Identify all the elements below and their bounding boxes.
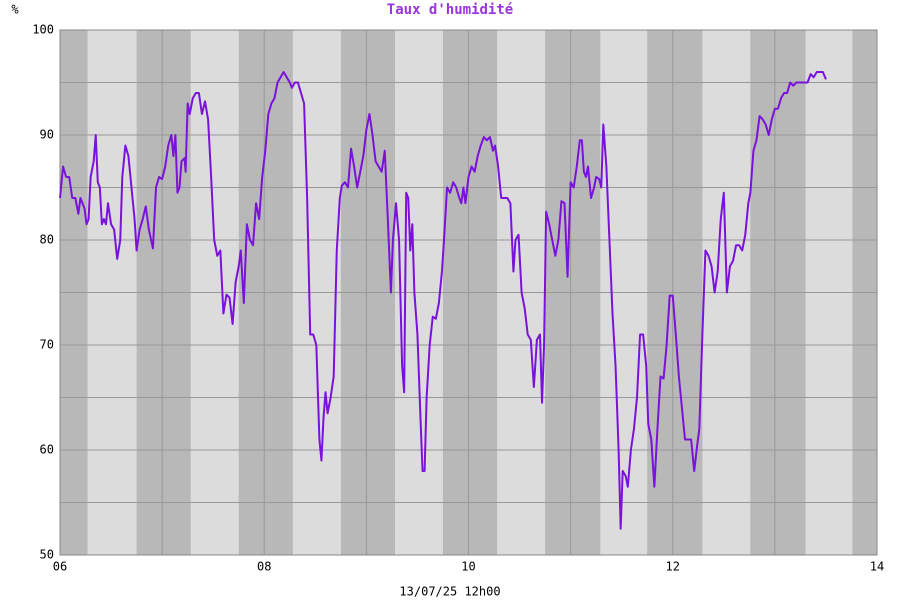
x-tick-label: 08	[257, 560, 271, 574]
y-tick-label: 70	[40, 338, 54, 352]
x-tick-label: 10	[461, 560, 475, 574]
y-tick-label: 60	[40, 443, 54, 457]
x-axis-label: 13/07/25 12h00	[399, 585, 500, 599]
y-tick-label: 90	[40, 128, 54, 142]
y-tick-label: 100	[32, 23, 54, 37]
plot-border	[59, 29, 878, 556]
y-unit: %	[11, 3, 19, 17]
x-tick-label: 14	[870, 560, 884, 574]
chart-title: Taux d'humidité	[387, 2, 513, 18]
data-line	[59, 71, 827, 530]
x-tick-label: 06	[53, 560, 67, 574]
y-tick-label: 80	[40, 233, 54, 247]
y-tick-label: 50	[40, 548, 54, 562]
x-tick-label: 12	[666, 560, 680, 574]
